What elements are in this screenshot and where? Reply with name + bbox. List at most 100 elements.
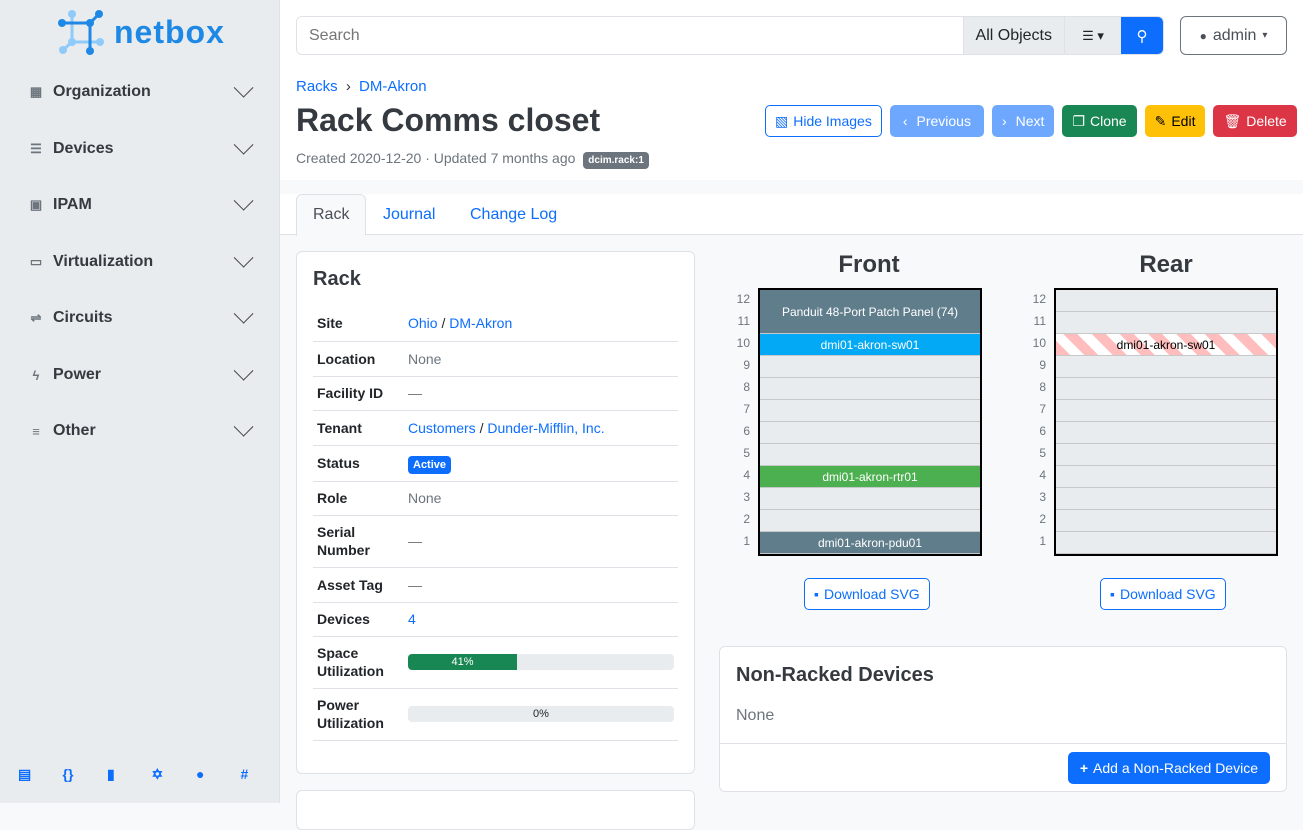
plus-icon: + [1079, 760, 1089, 776]
file-icon: ▪ [1110, 586, 1115, 602]
edit-button[interactable]: ✎ Edit [1144, 105, 1206, 137]
row-site: Site Ohio / DM-Akron [313, 306, 678, 342]
label: Status [313, 445, 404, 482]
search-bar: All Objects ☰ ▾ ⚲ [296, 16, 1164, 55]
building-icon: ▦ [29, 84, 43, 99]
netbox-logo[interactable]: netbox [58, 8, 225, 56]
unit-number: 8 [1039, 380, 1046, 394]
unit-number: 7 [1039, 402, 1046, 416]
graphql-icon[interactable]: ✡ [151, 766, 164, 782]
rack-unit-slot [760, 400, 980, 422]
chevron-down-icon [233, 247, 254, 268]
slack-icon[interactable]: # [240, 766, 249, 782]
button-label: Next [1015, 113, 1045, 129]
row-power-utilization: Power Utilization 0% [313, 688, 678, 741]
circuit-icon: ⇌ [30, 310, 42, 325]
sidebar-item-other[interactable]: ≡ Other [28, 416, 254, 446]
button-label: Previous [916, 113, 971, 129]
rack-unit-slot [760, 422, 980, 444]
rack-unit-slot [760, 510, 980, 532]
tab-change-log[interactable]: Change Log [470, 205, 558, 223]
chevron-down-icon [233, 190, 254, 211]
space-utilization-bar: 41% [408, 654, 674, 670]
sidebar-item-devices[interactable]: ☰ Devices [28, 134, 254, 164]
tab-journal[interactable]: Journal [383, 205, 436, 223]
unit-number: 3 [743, 490, 750, 504]
file-icon: ▪ [814, 586, 819, 602]
user-menu[interactable]: ● admin ▾ [1180, 16, 1287, 55]
devices-link[interactable]: 4 [408, 611, 416, 627]
label: Devices [313, 602, 404, 637]
label: Serial Number [313, 515, 404, 568]
rack-unit-slot [1056, 510, 1276, 532]
unit-number: 10 [736, 336, 750, 350]
breadcrumb-site[interactable]: DM-Akron [359, 78, 427, 95]
chevron-down-icon [233, 303, 254, 324]
button-label: Edit [1171, 113, 1196, 129]
site-link[interactable]: DM-Akron [449, 315, 513, 332]
download-rear-svg-button[interactable]: ▪ Download SVG [1100, 578, 1226, 610]
rack-device[interactable]: dmi01-akron-pdu01 [760, 532, 980, 554]
unit-number: 2 [743, 512, 750, 526]
filter-dropdown[interactable]: ☰ ▾ [1064, 17, 1121, 54]
unit-number: 6 [743, 424, 750, 438]
label: Location [313, 341, 404, 377]
non-racked-devices-card: Non-Racked Devices None + Add a Non-Racke… [719, 646, 1287, 792]
bookmark-icon[interactable]: ▮ [107, 766, 115, 782]
label: Facility ID [313, 376, 404, 411]
rack-device[interactable]: dmi01-akron-sw01 [760, 334, 980, 356]
brand-name: netbox [114, 13, 225, 50]
row-location: Location None [313, 341, 678, 377]
tab-rack[interactable]: Rack [296, 194, 367, 236]
book-icon[interactable]: ▤ [18, 766, 32, 782]
button-label: Hide Images [793, 113, 872, 129]
delete-button[interactable]: 🗑 Delete [1213, 105, 1297, 137]
previous-button[interactable]: ‹ Previous [889, 105, 984, 137]
sidebar-item-organization[interactable]: ▦ Organization [28, 77, 254, 107]
clone-button[interactable]: ❐ Clone [1062, 105, 1137, 137]
rack-rear-elevation: dmi01-akron-sw01 [1054, 288, 1278, 556]
label: Role [313, 481, 404, 516]
unit-number: 5 [743, 446, 750, 460]
tab-bar: Rack Journal Change Log [280, 194, 1303, 236]
unit-number: 5 [1039, 446, 1046, 460]
unit-number: 1 [743, 534, 750, 548]
status-badge: Active [408, 456, 452, 474]
value: — [404, 515, 678, 568]
rack-unit-slot [1056, 290, 1276, 312]
row-serial: Serial Number — [313, 515, 678, 568]
breadcrumb-racks[interactable]: Racks [296, 78, 338, 95]
rack-device[interactable]: Panduit 48-Port Patch Panel (74) [760, 290, 980, 334]
sidebar-item-power[interactable]: ϟ Power [28, 360, 254, 390]
rack-unit-slot [1056, 444, 1276, 466]
sidebar-item-circuits[interactable]: ⇌ Circuits [28, 303, 254, 333]
unit-number: 12 [1032, 292, 1046, 306]
add-non-racked-device-button[interactable]: + Add a Non-Racked Device [1067, 752, 1270, 784]
page-title: Rack Comms closet [296, 102, 601, 138]
tenant-group-link[interactable]: Customers [408, 419, 476, 436]
next-button[interactable]: › Next [991, 105, 1055, 137]
object-id-badge: dcim.rack:1 [583, 152, 649, 169]
rack-unit-slot [1056, 422, 1276, 444]
api-icon[interactable]: {} [62, 766, 74, 782]
hide-images-button[interactable]: ▧ Hide Images [765, 105, 882, 137]
tenant-link[interactable]: Dunder-Mifflin, Inc. [487, 419, 605, 436]
region-link[interactable]: Ohio [408, 315, 438, 332]
search-button[interactable]: ⚲ [1121, 17, 1163, 54]
label: Space Utilization [313, 636, 404, 689]
search-input[interactable] [297, 17, 963, 54]
row-facility: Facility ID — [313, 376, 678, 411]
label: Tenant [313, 410, 404, 446]
sidebar-item-label: Organization [53, 83, 151, 100]
sidebar-item-ipam[interactable]: ▣ IPAM [28, 190, 254, 220]
row-status: Status Active [313, 445, 678, 482]
row-space-utilization: Space Utilization 41% [313, 636, 678, 689]
rack-device[interactable]: dmi01-akron-rtr01 [760, 466, 980, 488]
github-icon[interactable]: ● [196, 766, 205, 782]
progress-fill: 41% [408, 654, 518, 670]
row-devices: Devices 4 [313, 602, 678, 637]
rack-device[interactable]: dmi01-akron-sw01 [1056, 334, 1276, 356]
object-type-select[interactable]: All Objects [962, 17, 1064, 54]
sidebar-item-virtualization[interactable]: ▭ Virtualization [28, 247, 254, 277]
download-front-svg-button[interactable]: ▪ Download SVG [804, 578, 930, 610]
